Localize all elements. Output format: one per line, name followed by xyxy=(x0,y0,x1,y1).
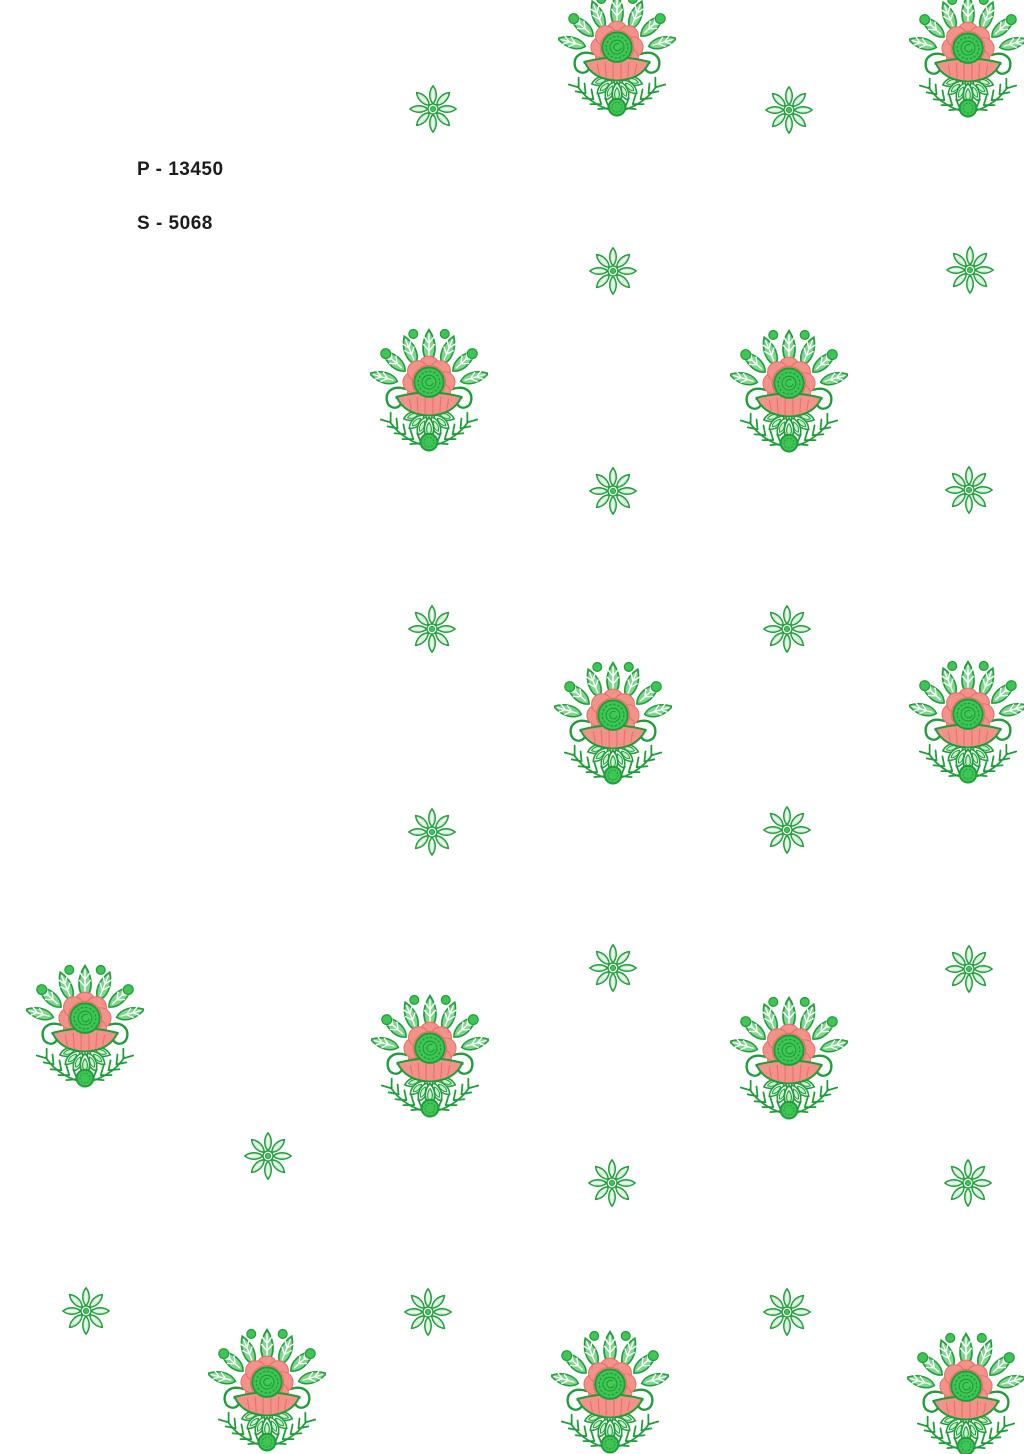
small-star-motif xyxy=(586,464,640,518)
stitch-code-label: S - 5068 xyxy=(137,213,213,234)
small-star-motif xyxy=(760,803,814,857)
large-flower-motif xyxy=(554,659,672,787)
small-star-motif xyxy=(585,1156,639,1210)
large-flower-motif xyxy=(551,1328,669,1454)
small-star-motif xyxy=(405,805,459,859)
small-star-motif xyxy=(405,602,459,656)
small-star-motif xyxy=(942,463,996,517)
small-star-motif xyxy=(586,941,640,995)
large-flower-motif xyxy=(558,0,676,119)
large-flower-motif xyxy=(730,994,848,1122)
large-flower-motif xyxy=(371,992,489,1120)
small-star-motif xyxy=(762,83,816,137)
small-star-motif xyxy=(586,244,640,298)
large-flower-motif xyxy=(907,1330,1024,1454)
design-codes: P - 13450 S - 5068 xyxy=(137,160,224,234)
large-flower-motif xyxy=(208,1326,326,1454)
small-star-motif xyxy=(406,82,460,136)
large-flower-motif xyxy=(26,962,144,1090)
small-star-motif xyxy=(941,1156,995,1210)
large-flower-motif xyxy=(370,326,488,454)
small-star-motif xyxy=(942,942,996,996)
small-star-motif xyxy=(760,1285,814,1339)
small-star-motif xyxy=(401,1285,455,1339)
design-code-label: P - 13450 xyxy=(137,159,224,180)
small-star-motif xyxy=(943,243,997,297)
large-flower-motif xyxy=(909,658,1024,786)
small-star-motif xyxy=(241,1129,295,1183)
large-flower-motif xyxy=(730,327,848,455)
small-star-motif xyxy=(59,1284,113,1338)
large-flower-motif xyxy=(909,0,1024,120)
small-star-motif xyxy=(760,602,814,656)
